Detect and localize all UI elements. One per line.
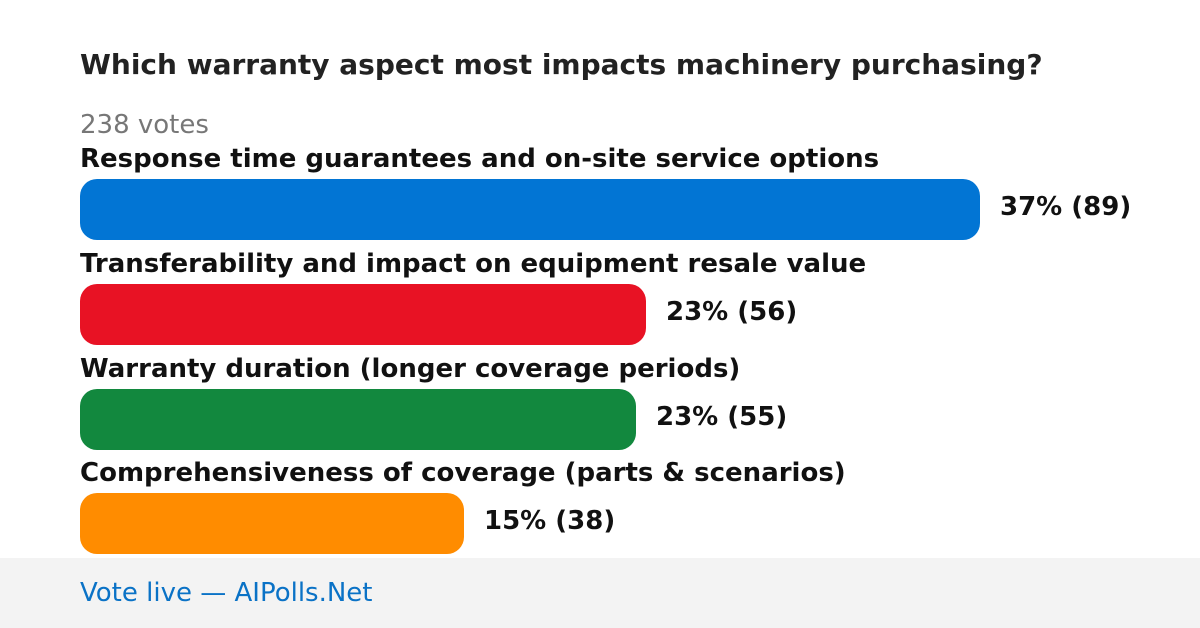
option-label: Comprehensiveness of coverage (parts & s… [80, 458, 846, 488]
poll-title: Which warranty aspect most impacts machi… [80, 48, 1043, 81]
option-result: 23% (55) [656, 402, 788, 432]
vote-live-link[interactable]: Vote live — AIPolls.Net [80, 578, 373, 608]
option-bar[interactable] [80, 179, 980, 240]
option-result: 37% (89) [1000, 192, 1132, 222]
option-result: 23% (56) [666, 297, 798, 327]
option-result: 15% (38) [484, 506, 616, 536]
poll-option[interactable]: Comprehensiveness of coverage (parts & s… [80, 457, 1160, 557]
footer: Vote live — AIPolls.Net [0, 558, 1200, 628]
option-bar[interactable] [80, 493, 464, 554]
option-label: Transferability and impact on equipment … [80, 249, 867, 279]
option-label: Response time guarantees and on-site ser… [80, 144, 880, 174]
poll-option[interactable]: Warranty duration (longer coverage perio… [80, 353, 1160, 453]
option-label: Warranty duration (longer coverage perio… [80, 354, 741, 384]
poll-option[interactable]: Response time guarantees and on-site ser… [80, 143, 1160, 243]
poll-option[interactable]: Transferability and impact on equipment … [80, 248, 1160, 348]
option-bar[interactable] [80, 284, 646, 345]
option-bar[interactable] [80, 389, 636, 450]
vote-count: 238 votes [80, 110, 209, 140]
